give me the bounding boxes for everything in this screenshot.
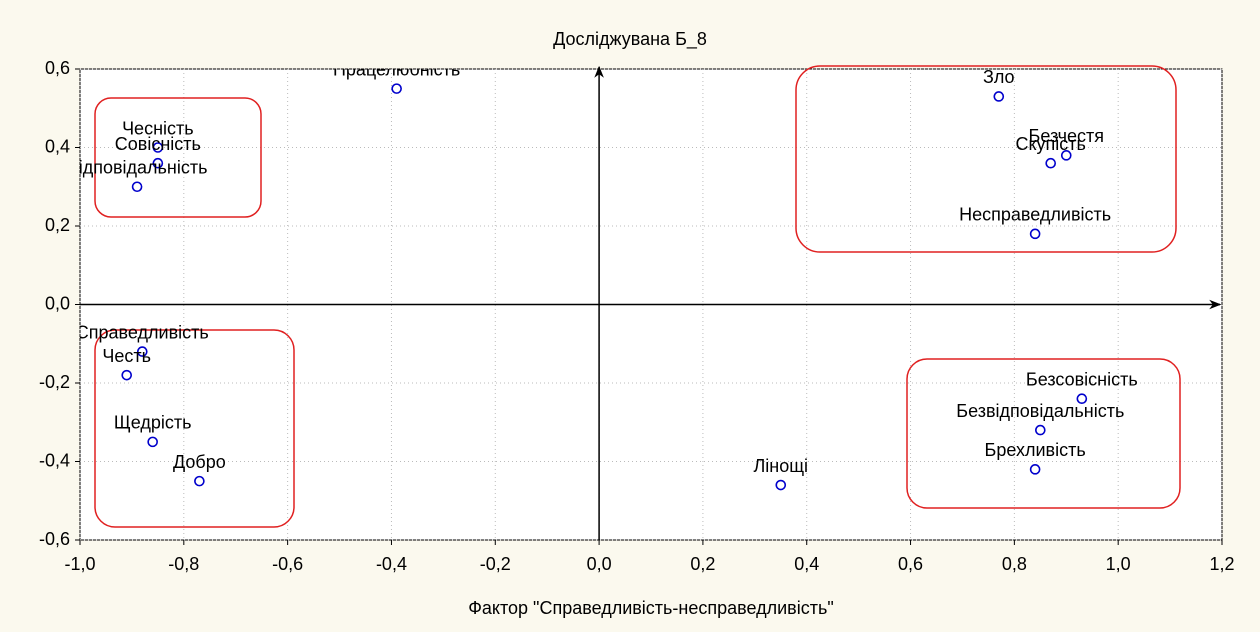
point-label: Честь xyxy=(102,346,151,366)
x-tick-label: -0,8 xyxy=(168,554,199,574)
point-label: Скупість xyxy=(1015,134,1085,154)
point xyxy=(775,479,787,491)
y-tick-label: -0,4 xyxy=(39,450,70,470)
y-tick-label: 0,2 xyxy=(45,215,70,235)
axes: -1,0 -0,8 -0,6 -0,4 -0,2 0,0 0,2 0,4 0,6 0,8 1,0 1,… xyxy=(39,58,1235,574)
x-tick-label: 0,6 xyxy=(898,554,923,574)
point xyxy=(1060,150,1072,161)
point-label: Зло xyxy=(983,67,1015,87)
x-tick-label: 0,0 xyxy=(587,554,612,574)
point xyxy=(152,157,164,169)
point xyxy=(131,181,143,193)
y-tick-label: 0,6 xyxy=(45,58,70,78)
point-label: Совісність xyxy=(115,134,201,154)
point xyxy=(121,369,133,381)
point xyxy=(1035,424,1046,436)
x-tick-label: 0,8 xyxy=(1002,554,1027,574)
point xyxy=(1029,228,1041,240)
point-label: Працелюбність xyxy=(333,59,460,79)
point xyxy=(391,83,402,94)
point-label: Несправедливість xyxy=(959,205,1111,225)
point xyxy=(194,475,205,487)
point xyxy=(136,346,148,357)
group-box xyxy=(94,329,295,528)
x-tick-label: 1,0 xyxy=(1106,554,1131,574)
point-label: Безчестя xyxy=(1029,126,1104,146)
point-label: Безвідповідальність xyxy=(956,401,1124,421)
point-label: Справедливість xyxy=(76,322,209,342)
x-tick-label: 1,2 xyxy=(1209,554,1234,574)
x-tick-label: -0,6 xyxy=(272,554,303,574)
point-label: Лінощі xyxy=(753,456,808,476)
x-tick-label: 0,2 xyxy=(690,554,715,574)
point xyxy=(1076,393,1088,405)
point-label: Безсовісність xyxy=(1026,369,1138,389)
point-label: Чесність xyxy=(122,118,194,138)
group-box xyxy=(795,65,1177,253)
point-label: Щедрість xyxy=(114,413,192,433)
point-label: Брехливість xyxy=(985,440,1086,460)
group-box xyxy=(94,97,262,218)
point xyxy=(152,142,164,153)
x-tick-label: -1,0 xyxy=(64,554,95,574)
point xyxy=(1029,464,1041,475)
chart-title: Досліджувана Б_8 xyxy=(553,29,707,50)
x-tick-label: -0,2 xyxy=(480,554,511,574)
x-axis-label: Фактор "Справедливість-несправедливість" xyxy=(468,598,834,618)
point-label: Добро xyxy=(173,452,226,472)
x-tick-label: 0,4 xyxy=(794,554,819,574)
y-tick-label: -0,2 xyxy=(39,372,70,392)
x-tick-label: -0,4 xyxy=(376,554,407,574)
point xyxy=(147,436,158,448)
y-tick-label: 0,4 xyxy=(45,136,70,156)
point-label: Відповідальність xyxy=(67,158,208,178)
y-tick-label: -0,6 xyxy=(39,529,70,549)
point xyxy=(993,91,1005,102)
y-tick-label: 0,0 xyxy=(45,293,70,313)
group-box xyxy=(906,358,1181,509)
point xyxy=(1045,157,1056,169)
